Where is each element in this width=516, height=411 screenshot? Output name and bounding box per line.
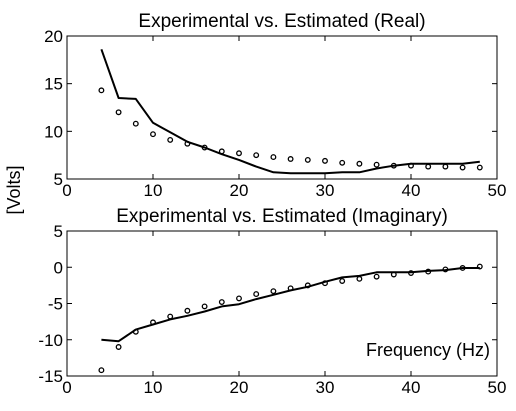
experimental-data-point xyxy=(476,164,483,171)
experimental-data-point xyxy=(270,288,277,295)
experimental-data-point xyxy=(253,291,260,298)
experimental-data-point xyxy=(150,131,156,138)
experimental-data-point xyxy=(218,299,225,305)
experimental-data-point xyxy=(322,157,328,164)
chart-title: Experimental vs. Estimated (Imaginary) xyxy=(116,206,448,227)
experimental-data-point xyxy=(304,282,311,289)
experimental-data-point xyxy=(459,164,466,171)
experimental-data-point xyxy=(167,136,174,143)
y-tick-label: -10 xyxy=(38,331,63,350)
experimental-data-point xyxy=(356,160,363,167)
experimental-data-point xyxy=(270,154,277,161)
experimental-data-point xyxy=(167,313,174,320)
estimated-series-line xyxy=(100,48,480,175)
experimental-data-point xyxy=(425,268,432,275)
experimental-data-point xyxy=(218,148,225,155)
experimental-data-point xyxy=(476,263,483,270)
y-tick-label: 20 xyxy=(44,27,63,46)
experimental-data-point xyxy=(304,156,311,163)
experimental-data-point xyxy=(390,162,397,169)
experimental-data-point xyxy=(98,367,105,374)
x-tick-label: 50 xyxy=(488,378,507,397)
experimental-data-point xyxy=(408,270,414,276)
panel-2: Experimental vs. Estimated (Imaginary) 0 1… xyxy=(38,206,506,397)
experimental-data-point xyxy=(390,271,397,278)
x-tick-label: 10 xyxy=(144,181,163,200)
experimental-data-point xyxy=(339,278,346,284)
experimental-data-point xyxy=(287,156,294,162)
x-tick-label: 10 xyxy=(144,378,163,397)
x-tick-label: 50 xyxy=(488,181,507,200)
experimental-data-point xyxy=(132,120,139,127)
experimental-data-point xyxy=(132,328,139,335)
y-tick-label: 15 xyxy=(44,75,63,94)
y-tick-label: 0 xyxy=(54,258,63,277)
experimental-data-point xyxy=(201,303,208,310)
x-tick-label: 30 xyxy=(316,181,335,200)
panel-1: Experimental vs. Estimated (Real) 0 10 20 30… xyxy=(44,11,506,200)
chart-title: Experimental vs. Estimated (Real) xyxy=(138,11,425,32)
experimental-data-point xyxy=(356,275,363,282)
experimental-data-point xyxy=(287,285,294,292)
x-axis-annotation: Frequency (Hz) xyxy=(366,340,490,360)
experimental-data-point xyxy=(98,87,105,94)
experimental-data-point xyxy=(322,280,328,287)
experimental-data-point xyxy=(373,161,380,168)
y-tick-label: 5 xyxy=(54,222,63,241)
x-tick-label: 0 xyxy=(62,378,71,397)
experimental-data-point xyxy=(425,163,432,170)
experimental-data-point xyxy=(236,295,242,302)
experimental-data-point xyxy=(442,163,449,170)
y-tick-label: 5 xyxy=(54,170,63,189)
x-tick-label: 20 xyxy=(230,181,249,200)
x-tick-label: 40 xyxy=(402,378,421,397)
x-tick-label: 0 xyxy=(62,181,71,200)
y-tick-label: -15 xyxy=(38,367,63,386)
y-tick-label: -5 xyxy=(48,295,63,314)
experimental-data-point xyxy=(236,150,242,157)
experimental-data-point xyxy=(408,162,414,169)
experimental-data-point xyxy=(150,319,156,326)
experimental-data-point xyxy=(115,109,122,116)
x-tick-label: 20 xyxy=(230,378,249,397)
experimental-data-point xyxy=(201,144,208,151)
experimental-data-point xyxy=(442,266,449,273)
experimental-data-point xyxy=(373,273,380,280)
experimental-data-point xyxy=(115,344,122,350)
experimental-data-point xyxy=(253,152,260,159)
x-tick-label: 30 xyxy=(316,378,335,397)
experimental-data-point xyxy=(184,140,191,147)
y-axis-label: [Volts] xyxy=(4,165,24,214)
plot-frame xyxy=(66,35,498,180)
experimental-data-point xyxy=(184,307,191,314)
x-tick-label: 40 xyxy=(402,181,421,200)
experimental-data-point xyxy=(339,159,346,166)
experimental-data-point xyxy=(459,265,466,271)
plot-frame xyxy=(66,230,498,377)
y-tick-label: 10 xyxy=(44,122,63,141)
